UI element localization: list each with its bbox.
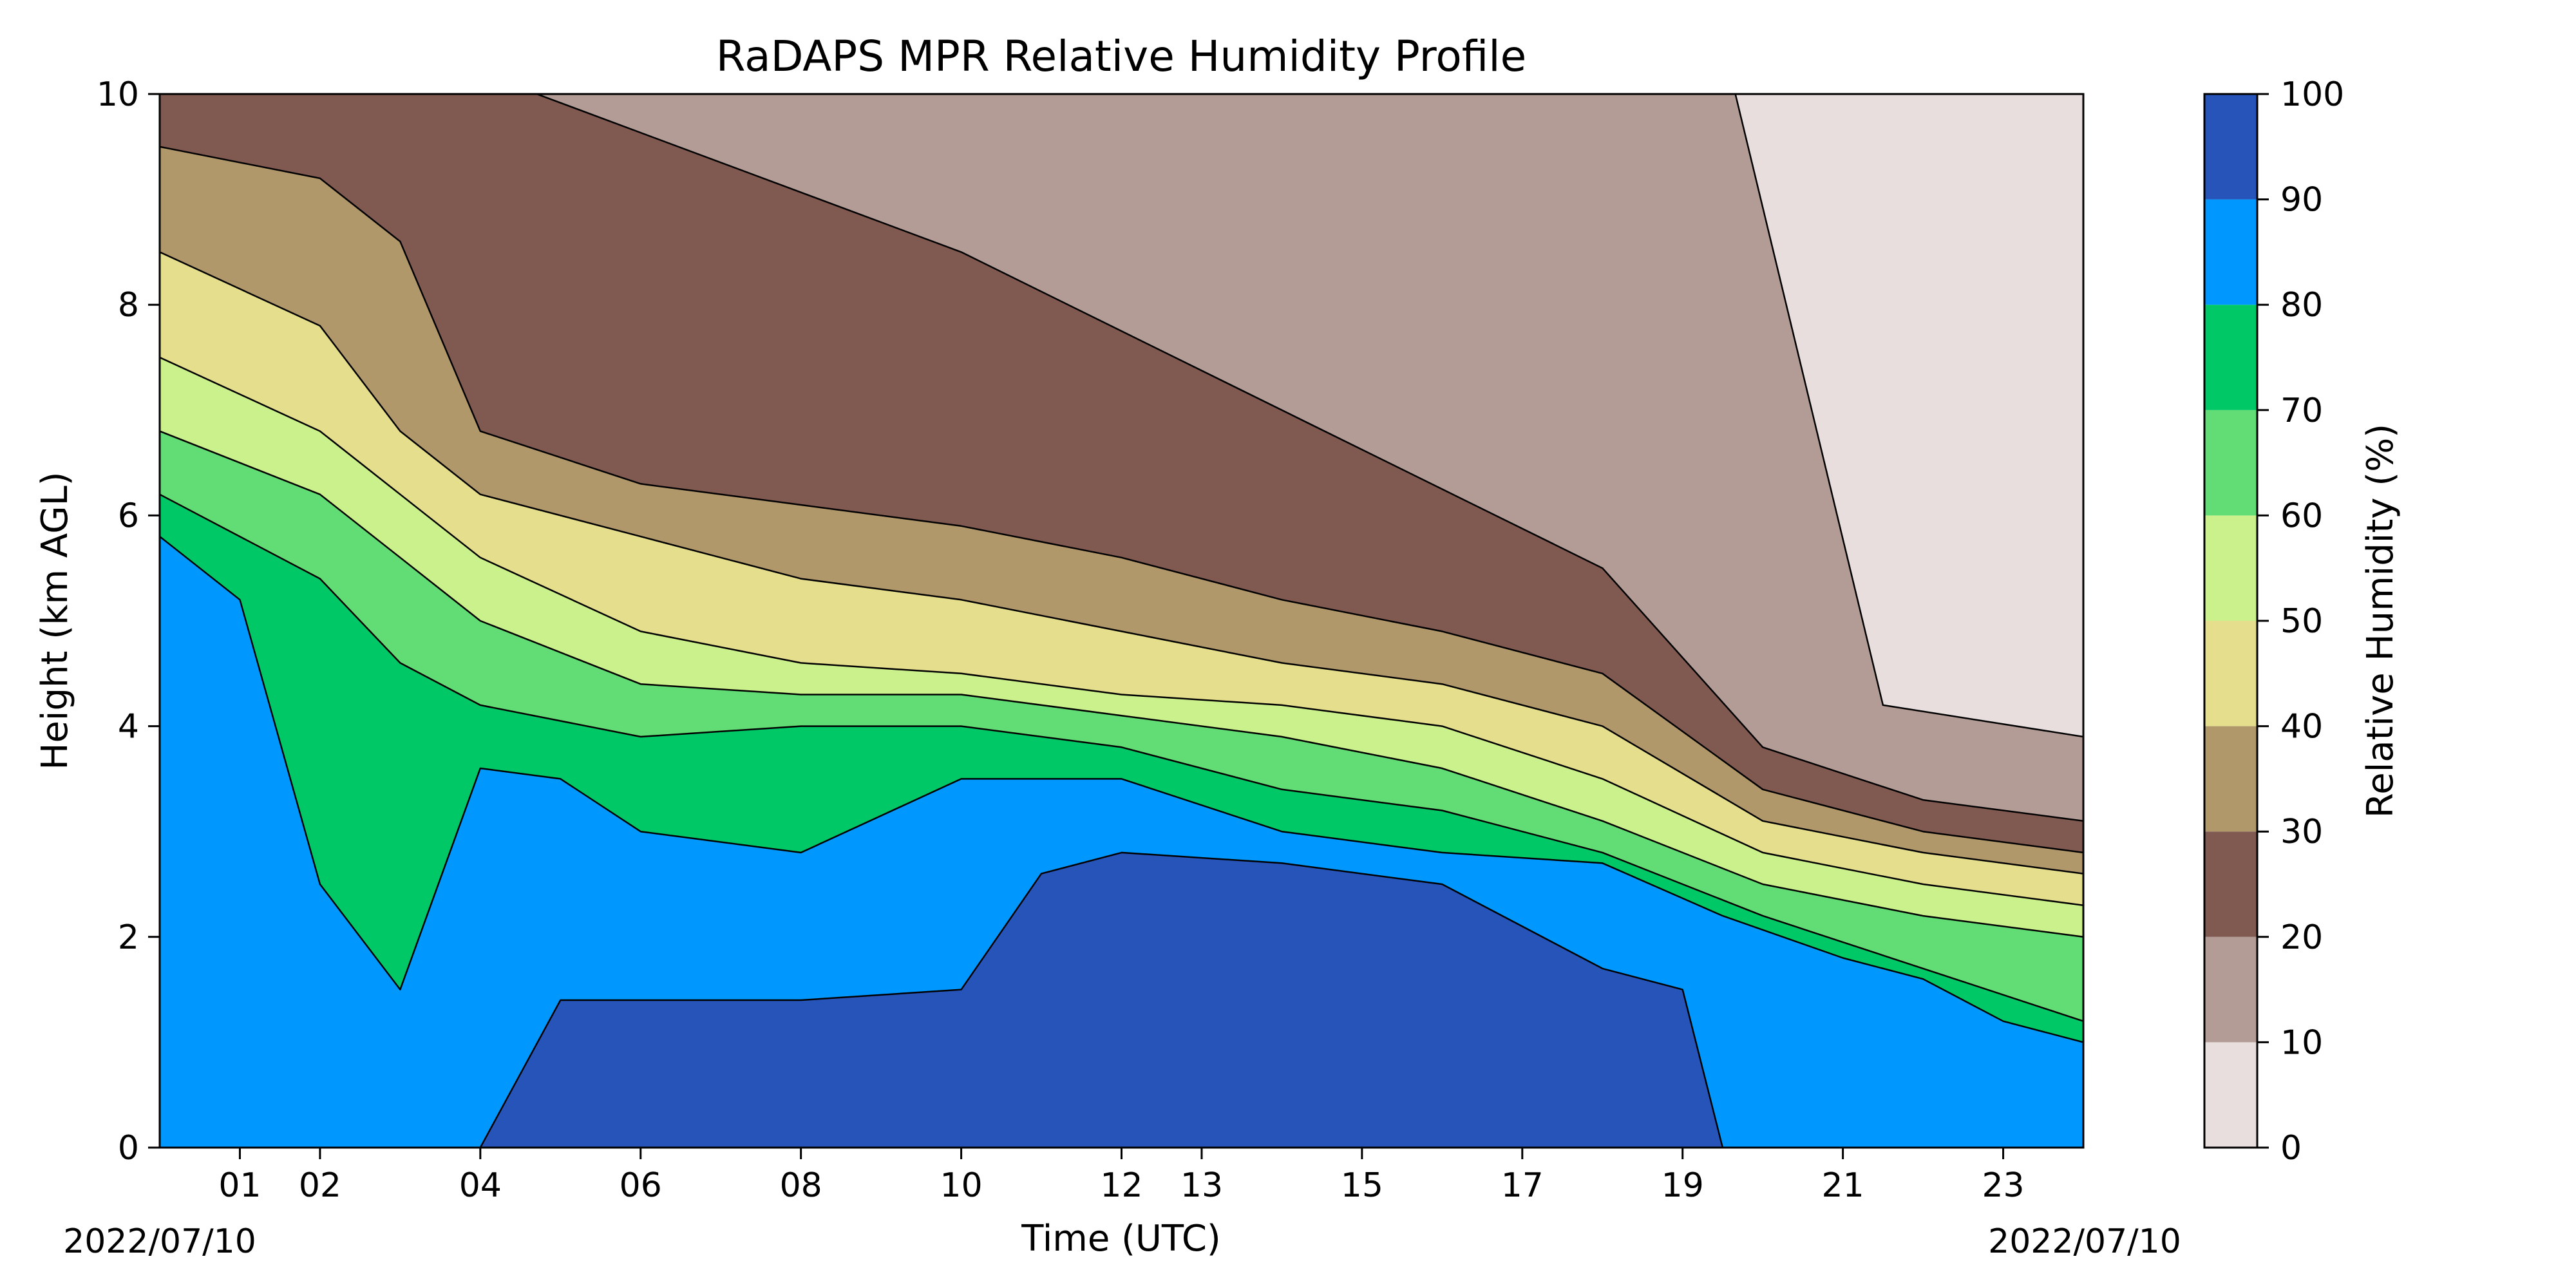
colorbar-segment-0-10 xyxy=(2204,1042,2257,1148)
colorbar-segment-50-60 xyxy=(2204,515,2257,621)
x-tick-label: 01 xyxy=(218,1166,261,1205)
colorbar-tick-label: 60 xyxy=(2280,497,2323,535)
x-tick-label: 13 xyxy=(1180,1166,1223,1205)
y-tick-label: 10 xyxy=(97,75,139,114)
colorbar-tick-label: 30 xyxy=(2280,813,2323,851)
y-tick-label: 6 xyxy=(118,497,139,535)
chart-title: RaDAPS MPR Relative Humidity Profile xyxy=(716,32,1527,81)
colorbar-tick-label: 20 xyxy=(2280,918,2323,957)
colorbar-ticks: 0 10 20 30 40 50 60 70 80 90 100 xyxy=(2257,75,2344,1168)
colorbar-tick-label: 10 xyxy=(2280,1023,2323,1062)
y-tick-label: 8 xyxy=(118,286,139,325)
colorbar-tick-label: 50 xyxy=(2280,602,2323,641)
colorbar-tick-label: 0 xyxy=(2280,1129,2302,1168)
x-tick-label: 21 xyxy=(1822,1166,1864,1205)
x-tick-label: 06 xyxy=(620,1166,662,1205)
band-90-100 xyxy=(160,851,2083,1148)
start-date-label: 2022/07/10 xyxy=(63,1222,256,1261)
colorbar-segment-20-30 xyxy=(2204,831,2257,937)
x-tick-label: 17 xyxy=(1501,1166,1544,1205)
y-tick-label: 2 xyxy=(118,918,139,957)
colorbar-tick-label: 90 xyxy=(2280,181,2323,220)
y-axis: 0 2 4 6 8 10 xyxy=(97,75,160,1168)
colorbar-tick-label: 80 xyxy=(2280,286,2323,325)
end-date-label: 2022/07/10 xyxy=(1988,1222,2181,1261)
colorbar-tick-label: 40 xyxy=(2280,708,2323,746)
x-tick-label: 12 xyxy=(1100,1166,1142,1205)
x-tick-label: 23 xyxy=(1982,1166,2024,1205)
x-axis: 01 02 04 06 08 10 12 13 15 17 19 21 23 xyxy=(218,1148,2025,1205)
x-tick-label: 15 xyxy=(1341,1166,1383,1205)
y-tick-label: 0 xyxy=(118,1129,139,1168)
colorbar-segment-30-40 xyxy=(2204,726,2257,832)
colorbar-tick-label: 100 xyxy=(2280,75,2344,114)
colorbar-tick-label: 70 xyxy=(2280,392,2323,430)
y-axis-label: Height (km AGL) xyxy=(34,471,76,770)
colorbar-segment-90-100 xyxy=(2204,94,2257,200)
colorbar-segment-70-80 xyxy=(2204,305,2257,410)
colorbar xyxy=(2204,94,2257,1148)
x-tick-label: 04 xyxy=(459,1166,502,1205)
colorbar-segment-80-90 xyxy=(2204,199,2257,305)
y-tick-label: 4 xyxy=(118,708,139,746)
contour-plot-area xyxy=(160,94,2083,1148)
x-tick-label: 02 xyxy=(299,1166,341,1205)
x-tick-label: 10 xyxy=(940,1166,982,1205)
colorbar-segment-60-70 xyxy=(2204,410,2257,516)
x-tick-label: 08 xyxy=(780,1166,822,1205)
colorbar-segment-10-20 xyxy=(2204,936,2257,1043)
x-axis-label: Time (UTC) xyxy=(1021,1218,1221,1260)
colorbar-label: Relative Humidity (%) xyxy=(2360,424,2401,818)
colorbar-segment-40-50 xyxy=(2204,621,2257,726)
x-tick-label: 19 xyxy=(1662,1166,1704,1205)
